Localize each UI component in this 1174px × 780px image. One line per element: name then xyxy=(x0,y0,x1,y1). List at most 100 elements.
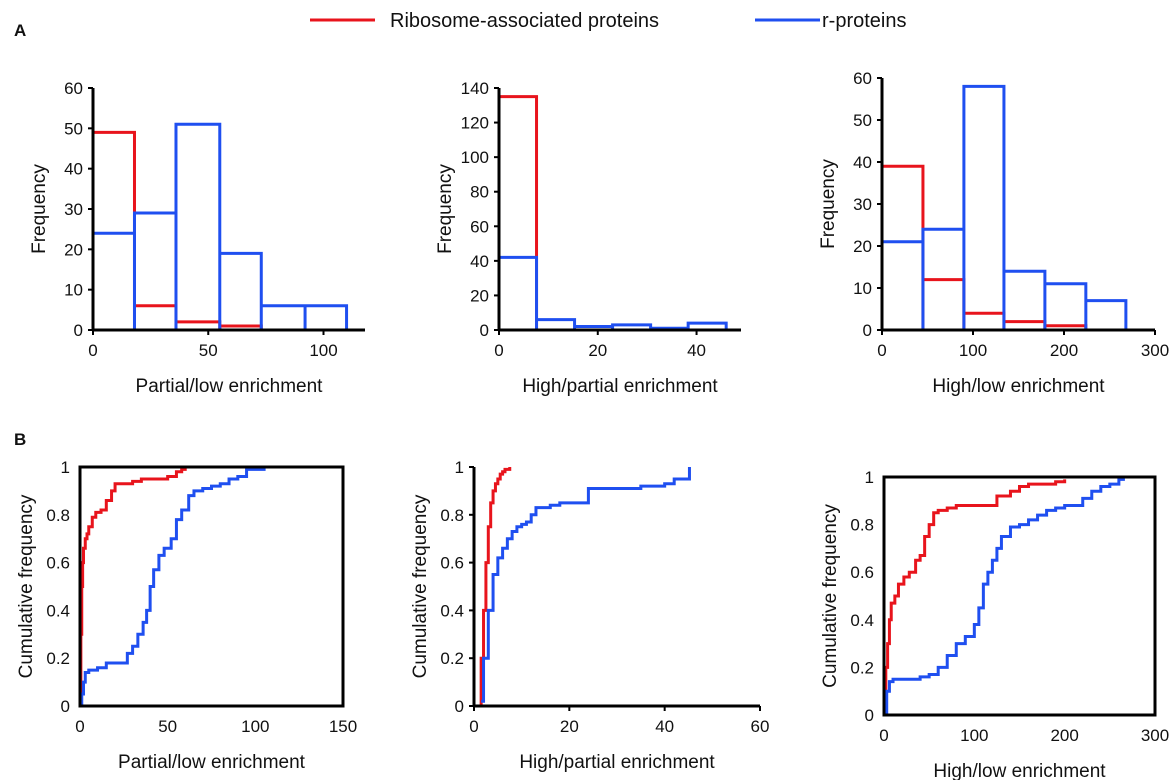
y-tick-label: 40 xyxy=(64,160,83,179)
x-tick-label: 20 xyxy=(588,341,607,360)
x-axis-label-b3: High/low enrichment xyxy=(933,761,1106,780)
series-b2-ribosome-associated xyxy=(478,467,512,708)
x-tick-label: 300 xyxy=(1141,726,1169,745)
x-tick-label: 0 xyxy=(469,717,478,736)
y-tick-label: 0 xyxy=(61,697,70,716)
y-tick-label: 0.4 xyxy=(46,601,70,620)
series-b2-r-proteins xyxy=(481,467,691,703)
y-tick-label: 60 xyxy=(64,79,83,98)
series-a2-r-proteins xyxy=(497,255,728,330)
y-tick-label: 0 xyxy=(455,697,464,716)
x-axis-label-b1: Partial/low enrichment xyxy=(118,752,306,773)
y-tick-label: 10 xyxy=(853,279,872,298)
series-b1-r-proteins xyxy=(80,465,268,708)
y-tick-label: 0.2 xyxy=(440,649,464,668)
y-tick-label: 20 xyxy=(64,240,83,259)
x-axis-label-a2: High/partial enrichment xyxy=(522,376,718,397)
x-tick-label: 0 xyxy=(494,341,503,360)
series-b1-ribosome-associated xyxy=(79,467,187,708)
y-tick-label: 60 xyxy=(853,69,872,88)
cumulative-high-partial: 0 0.2 0.4 0.6 0.8 1 0 20 40 60 High/partial enrich… xyxy=(410,458,769,773)
x-tick-label: 40 xyxy=(655,717,674,736)
y-tick-label: 140 xyxy=(461,79,489,98)
y-axis-label-a3: Frequency xyxy=(818,159,839,249)
histogram-high-partial: 0 20 40 60 80 100 120 140 0 20 40 High/partial enri… xyxy=(435,79,741,397)
y-tick-label: 0.4 xyxy=(440,601,464,620)
x-axis-label-a3: High/low enrichment xyxy=(932,376,1105,397)
x-tick-label: 0 xyxy=(88,341,97,360)
x-tick-label: 150 xyxy=(329,717,357,736)
y-tick-label: 0.4 xyxy=(850,611,874,630)
x-tick-label: 50 xyxy=(158,717,177,736)
x-tick-label: 100 xyxy=(960,726,988,745)
x-axis-label-b2: High/partial enrichment xyxy=(519,752,715,773)
histogram-high-low: 0 10 20 30 40 50 60 0 100 200 300 High/low enrichme… xyxy=(818,69,1169,397)
series-a1-ribosome-associated xyxy=(91,130,306,332)
y-tick-label: 0.2 xyxy=(850,658,874,677)
cumulative-partial-low: 0 0.2 0.4 0.6 0.8 1 0 50 100 150 Partial/low enric… xyxy=(16,458,357,773)
y-tick-label: 0.8 xyxy=(850,516,874,535)
x-tick-label: 100 xyxy=(241,717,269,736)
plot-frame-b3 xyxy=(882,475,1157,717)
y-tick-label: 1 xyxy=(455,458,464,477)
y-tick-label: 20 xyxy=(853,237,872,256)
x-tick-label: 0 xyxy=(879,726,888,745)
x-tick-label: 0 xyxy=(75,717,84,736)
y-tick-label: 0.2 xyxy=(46,649,70,668)
x-tick-label: 40 xyxy=(687,341,706,360)
x-tick-label: 200 xyxy=(1050,341,1078,360)
legend-label-r-proteins: r-proteins xyxy=(822,10,906,32)
x-tick-label: 60 xyxy=(751,717,770,736)
y-tick-label: 40 xyxy=(853,153,872,172)
y-tick-label: 30 xyxy=(64,200,83,219)
legend: Ribosome-associated proteins r-proteins xyxy=(310,10,906,32)
y-tick-label: 10 xyxy=(64,281,83,300)
y-tick-label: 50 xyxy=(64,119,83,138)
panel-label-a: A xyxy=(14,21,26,40)
x-tick-label: 20 xyxy=(560,717,579,736)
y-tick-label: 50 xyxy=(853,111,872,130)
y-axis-label-b2: Cumulative frequency xyxy=(410,494,431,678)
x-axis-label-a1: Partial/low enrichment xyxy=(136,376,324,397)
series-b3-ribosome-associated xyxy=(884,479,1067,717)
y-tick-label: 120 xyxy=(461,114,489,133)
x-tick-label: 100 xyxy=(309,341,337,360)
y-tick-label: 100 xyxy=(461,148,489,167)
y-tick-label: 0 xyxy=(74,321,83,340)
x-tick-label: 0 xyxy=(877,341,886,360)
series-a3-r-proteins xyxy=(880,84,1128,330)
y-tick-label: 20 xyxy=(470,286,489,305)
y-axis-label-a1: Frequency xyxy=(29,164,50,254)
y-tick-label: 60 xyxy=(470,217,489,236)
series-a1-r-proteins xyxy=(91,122,349,330)
cumulative-high-low: 0 0.2 0.4 0.6 0.8 1 0 100 200 300 High/low enrichm… xyxy=(820,468,1169,780)
series-a3-ribosome-associated xyxy=(880,164,1126,332)
plot-frame-b1 xyxy=(78,465,345,708)
y-tick-label: 0.8 xyxy=(440,506,464,525)
series-b3-r-proteins xyxy=(884,477,1125,717)
legend-label-ribosome-associated: Ribosome-associated proteins xyxy=(390,10,659,32)
y-tick-label: 40 xyxy=(470,252,489,271)
y-axis-label-b3: Cumulative frequency xyxy=(820,504,841,688)
series-a2-ribosome-associated xyxy=(497,95,727,332)
y-tick-label: 0 xyxy=(863,321,872,340)
y-tick-label: 0.6 xyxy=(46,554,70,573)
y-tick-label: 1 xyxy=(865,468,874,487)
y-tick-label: 0.8 xyxy=(46,506,70,525)
x-tick-label: 100 xyxy=(959,341,987,360)
y-axis-label-a2: Frequency xyxy=(435,164,456,254)
y-tick-label: 0 xyxy=(865,706,874,725)
y-tick-label: 30 xyxy=(853,195,872,214)
y-tick-label: 0.6 xyxy=(440,554,464,573)
y-tick-label: 0 xyxy=(480,321,489,340)
histogram-partial-low: 0 10 20 30 40 50 60 0 50 100 Partial/low enrichmen… xyxy=(29,79,365,397)
y-tick-label: 0.6 xyxy=(850,563,874,582)
x-tick-label: 200 xyxy=(1050,726,1078,745)
panel-label-b: B xyxy=(14,430,26,449)
y-tick-label: 1 xyxy=(61,458,70,477)
y-axis-label-b1: Cumulative frequency xyxy=(16,494,37,678)
x-tick-label: 50 xyxy=(199,341,218,360)
x-tick-label: 300 xyxy=(1141,341,1169,360)
y-tick-label: 80 xyxy=(470,183,489,202)
